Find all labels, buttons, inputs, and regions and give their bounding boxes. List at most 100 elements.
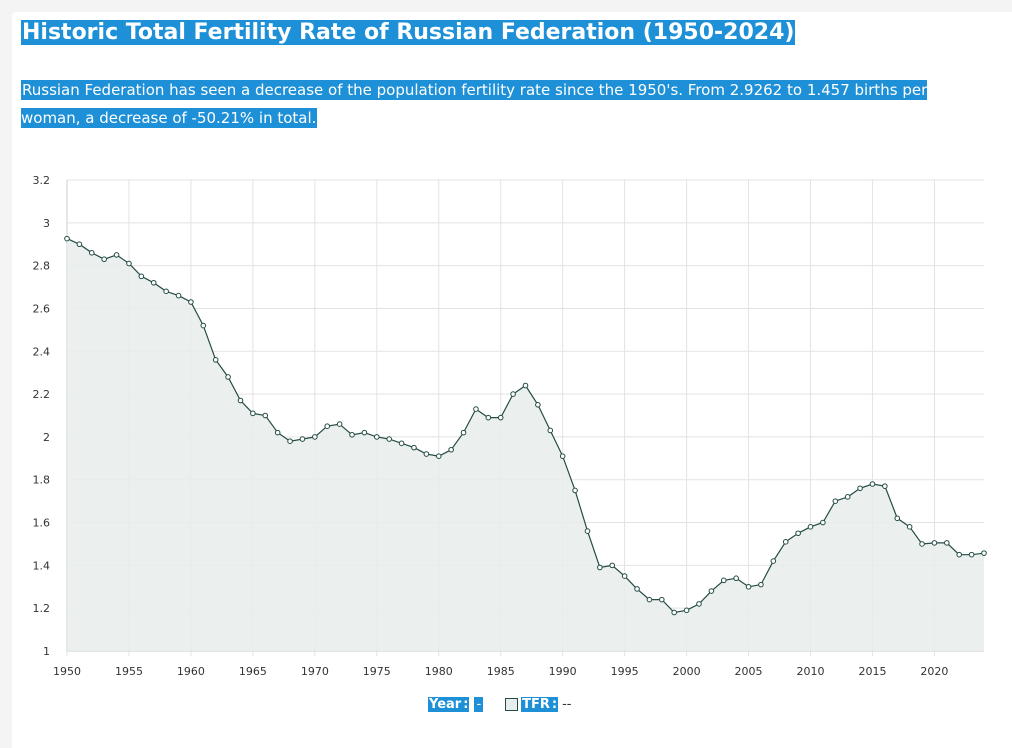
data-point-1991[interactable] <box>572 487 578 494</box>
data-point-1958[interactable] <box>163 288 169 295</box>
data-point-2013[interactable] <box>844 494 851 500</box>
data-point-1965[interactable] <box>250 410 256 417</box>
data-point-1989[interactable] <box>547 427 554 434</box>
data-point-1981[interactable] <box>448 446 454 453</box>
data-point-2020[interactable] <box>931 540 938 546</box>
legend-tfr-separator: : <box>550 697 559 712</box>
data-point-1956[interactable] <box>138 273 145 280</box>
data-point-2010[interactable] <box>807 524 814 530</box>
y-tick-label: 2.6 <box>33 302 51 315</box>
data-point-2014[interactable] <box>857 485 863 492</box>
data-point-1968[interactable] <box>287 438 293 444</box>
y-tick-label: 1.6 <box>33 517 51 530</box>
data-point-1960[interactable] <box>188 299 194 305</box>
data-point-2023[interactable] <box>968 551 975 558</box>
data-point-1952[interactable] <box>88 249 95 256</box>
data-point-1962[interactable] <box>212 357 219 363</box>
data-point-1983[interactable] <box>473 406 479 412</box>
data-point-1987[interactable] <box>522 382 529 389</box>
data-point-1964[interactable] <box>237 397 244 404</box>
data-point-1972[interactable] <box>336 421 343 427</box>
data-point-1998[interactable] <box>659 596 665 603</box>
data-point-2024[interactable] <box>981 550 987 556</box>
data-point-2015[interactable] <box>869 481 876 487</box>
data-point-1970[interactable] <box>312 434 318 440</box>
data-point-1979[interactable] <box>423 451 430 457</box>
data-point-2004[interactable] <box>733 575 739 582</box>
data-point-1957[interactable] <box>150 279 157 286</box>
data-point-1959[interactable] <box>175 292 182 299</box>
data-point-1955[interactable] <box>126 260 132 267</box>
data-point-1951[interactable] <box>76 241 83 248</box>
data-point-1973[interactable] <box>349 431 355 438</box>
data-point-1976[interactable] <box>386 436 392 442</box>
tfr-points <box>64 235 987 616</box>
data-point-1990[interactable] <box>559 453 566 459</box>
data-point-2003[interactable] <box>720 577 727 584</box>
data-point-1993[interactable] <box>597 564 603 571</box>
data-point-1980[interactable] <box>435 453 442 459</box>
data-point-2000[interactable] <box>683 607 690 614</box>
data-point-2009[interactable] <box>795 530 801 537</box>
data-point-1953[interactable] <box>101 256 107 263</box>
data-point-1992[interactable] <box>584 528 591 534</box>
x-tick-label: 2020 <box>920 665 948 678</box>
x-tick-label: 2005 <box>735 665 763 678</box>
data-point-1985[interactable] <box>497 414 504 421</box>
x-tick-label: 1950 <box>53 665 81 678</box>
data-point-1978[interactable] <box>411 444 417 451</box>
data-point-1950[interactable] <box>64 235 70 242</box>
data-point-1969[interactable] <box>299 436 306 442</box>
data-point-1971[interactable] <box>324 423 331 430</box>
y-tick-label: 1.8 <box>33 474 51 487</box>
data-point-1961[interactable] <box>200 322 207 329</box>
data-point-1966[interactable] <box>262 412 269 419</box>
legend-tfr-value: -- <box>562 697 572 712</box>
y-tick-label: 2.8 <box>33 260 51 273</box>
x-tick-label: 2015 <box>858 665 886 678</box>
data-point-1967[interactable] <box>274 429 281 436</box>
data-point-1977[interactable] <box>398 440 405 447</box>
data-point-2018[interactable] <box>906 524 913 530</box>
data-point-1975[interactable] <box>373 434 380 440</box>
data-point-1986[interactable] <box>510 391 516 397</box>
page-title: Historic Total Fertility Rate of Russian… <box>21 20 796 45</box>
data-point-2006[interactable] <box>758 581 764 588</box>
x-tick-label: 2000 <box>673 665 701 678</box>
data-point-2022[interactable] <box>956 551 963 558</box>
legend-tfr-label: TFR <box>521 697 551 712</box>
y-tick-label: 1 <box>43 645 50 658</box>
data-point-2005[interactable] <box>745 583 752 590</box>
data-point-2021[interactable] <box>944 540 950 546</box>
x-axis-ticks: 1950 1955 1960 1965 1970 1975 1980 1985 1990 1995… <box>53 665 948 678</box>
data-point-2011[interactable] <box>820 519 826 526</box>
data-point-1994[interactable] <box>609 562 616 569</box>
data-point-1988[interactable] <box>535 401 541 408</box>
data-point-2019[interactable] <box>919 541 925 547</box>
legend-year-value: - <box>474 697 484 712</box>
data-point-2001[interactable] <box>696 601 702 607</box>
data-point-1984[interactable] <box>485 414 492 421</box>
tfr-area <box>67 238 984 651</box>
data-point-1995[interactable] <box>621 573 628 579</box>
y-tick-label: 3 <box>43 217 50 230</box>
data-point-1963[interactable] <box>225 374 231 380</box>
data-point-2016[interactable] <box>882 483 888 489</box>
data-point-2008[interactable] <box>782 539 789 545</box>
y-axis-ticks: 1 1.2 1.4 1.6 1.8 2 2.2 2.4 2.6 2.8 3 3.2 <box>33 174 51 658</box>
legend-year-separator: : <box>462 697 470 712</box>
data-point-1982[interactable] <box>460 429 467 436</box>
y-tick-label: 2 <box>43 431 50 444</box>
data-point-1996[interactable] <box>634 586 640 592</box>
data-point-2002[interactable] <box>708 588 715 594</box>
data-point-1974[interactable] <box>361 429 368 436</box>
data-point-1999[interactable] <box>671 609 678 616</box>
data-point-2017[interactable] <box>894 515 901 522</box>
legend-year-label: Year <box>428 697 463 712</box>
y-tick-label: 2.4 <box>33 345 51 358</box>
data-point-2007[interactable] <box>770 558 777 564</box>
data-point-2012[interactable] <box>832 498 839 504</box>
data-point-1954[interactable] <box>113 252 120 258</box>
data-point-1997[interactable] <box>646 596 653 603</box>
